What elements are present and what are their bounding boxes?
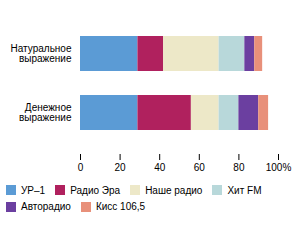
svg-text:Натуральноевыражение: Натуральноевыражение [11,43,72,64]
svg-text:80: 80 [233,162,245,173]
html-text:Радио Эра: Радио Эра [70,184,121,196]
svg-text:60: 60 [194,162,206,173]
svg-text:40: 40 [154,162,166,173]
html-text:Кисс 106,5: Кисс 106,5 [95,201,146,213]
html-text:Авторадио: Авторадио [21,201,71,213]
html-text:УР–1: УР–1 [21,184,46,196]
svg-text:0: 0 [78,162,84,173]
html-text:Хит FM: Хит FM [227,184,262,196]
svg-text:100%: 100% [266,162,292,173]
svg-text:Денежноевыражение: Денежноевыражение [19,102,72,123]
svg-text:20: 20 [115,162,127,173]
html-text:Наше радио: Наше радио [145,184,203,196]
